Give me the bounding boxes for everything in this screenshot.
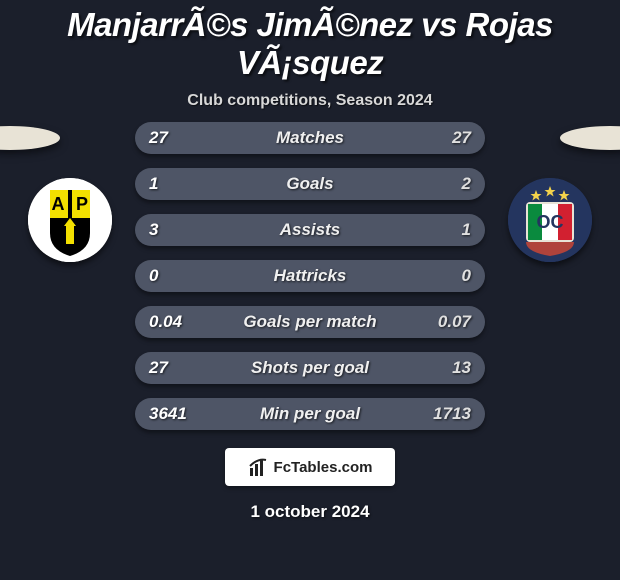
stat-row: 0.04Goals per match0.07 bbox=[135, 306, 485, 338]
stat-row: 0Hattricks0 bbox=[135, 260, 485, 292]
crest-letter: A bbox=[52, 194, 65, 214]
stat-label: Goals bbox=[195, 174, 425, 194]
stat-value-left: 0.04 bbox=[135, 312, 195, 332]
team-crest-left: A P bbox=[28, 178, 112, 262]
stat-value-right: 0.07 bbox=[425, 312, 485, 332]
page-title: ManjarrÃ©s JimÃ©nez vs Rojas VÃ¡squez bbox=[0, 0, 620, 82]
bars-icon bbox=[248, 456, 270, 478]
stat-row: 3641Min per goal1713 bbox=[135, 398, 485, 430]
stat-label: Assists bbox=[195, 220, 425, 240]
shield-icon: A P bbox=[28, 178, 112, 262]
shield-icon: OC bbox=[508, 178, 592, 262]
stat-value-right: 0 bbox=[425, 266, 485, 286]
stat-value-left: 1 bbox=[135, 174, 195, 194]
stats-table: 27Matches271Goals23Assists10Hattricks00.… bbox=[135, 122, 485, 444]
stat-value-right: 2 bbox=[425, 174, 485, 194]
stat-label: Min per goal bbox=[195, 404, 425, 424]
stat-label: Matches bbox=[195, 128, 425, 148]
stat-value-right: 27 bbox=[425, 128, 485, 148]
stat-row: 1Goals2 bbox=[135, 168, 485, 200]
stat-label: Goals per match bbox=[195, 312, 425, 332]
stat-value-right: 13 bbox=[425, 358, 485, 378]
fctables-logo: FcTables.com bbox=[225, 448, 395, 486]
stat-value-right: 1 bbox=[425, 220, 485, 240]
stat-value-right: 1713 bbox=[425, 404, 485, 424]
stat-row: 3Assists1 bbox=[135, 214, 485, 246]
page-subtitle: Club competitions, Season 2024 bbox=[0, 92, 620, 110]
stat-value-left: 27 bbox=[135, 128, 195, 148]
ellipse-right bbox=[560, 126, 620, 150]
stat-label: Hattricks bbox=[195, 266, 425, 286]
logo-text: FcTables.com bbox=[274, 459, 373, 476]
date-label: 1 october 2024 bbox=[0, 502, 620, 522]
stat-label: Shots per goal bbox=[195, 358, 425, 378]
ellipse-left bbox=[0, 126, 60, 150]
stat-value-left: 3641 bbox=[135, 404, 195, 424]
crest-letter: OC bbox=[537, 212, 564, 232]
stat-row: 27Shots per goal13 bbox=[135, 352, 485, 384]
stat-row: 27Matches27 bbox=[135, 122, 485, 154]
stat-value-left: 0 bbox=[135, 266, 195, 286]
team-crest-right: OC bbox=[508, 178, 592, 262]
stat-value-left: 27 bbox=[135, 358, 195, 378]
stat-value-left: 3 bbox=[135, 220, 195, 240]
crest-letter: P bbox=[76, 194, 88, 214]
